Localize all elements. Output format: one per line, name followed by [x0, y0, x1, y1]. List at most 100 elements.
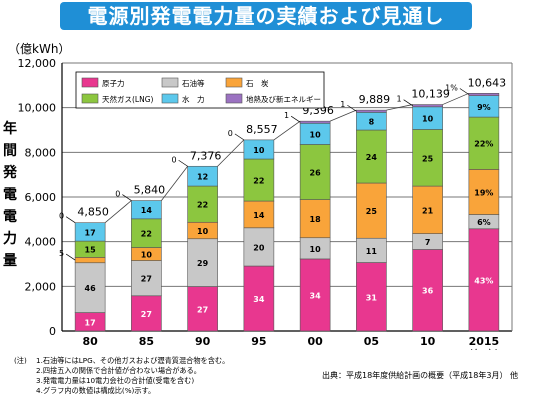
y-axis-title-char: 電: [3, 209, 17, 225]
bar-segment: [187, 165, 218, 187]
callout-leader: [122, 194, 132, 201]
bar-segment: [187, 238, 218, 287]
data-label: 22%: [474, 140, 493, 149]
callout-label: 0: [59, 212, 64, 221]
data-label: 22: [253, 177, 264, 186]
data-label: 15: [85, 246, 97, 255]
data-label: 10: [141, 251, 153, 260]
callout-label: 1%: [445, 83, 458, 92]
bar-segment: [356, 262, 387, 332]
callout-leader: [65, 216, 76, 223]
connector-line: [442, 92, 470, 105]
bar-segment: [131, 200, 162, 220]
x-tick-label: 05: [364, 335, 379, 348]
source-note: 出典：平成18年度供給計画の概要（平成18年3月） 他: [322, 371, 518, 380]
data-label: 10: [310, 130, 322, 139]
y-axis-title: 年 間 発 電 電 力 量: [2, 118, 18, 272]
chart-title: 電源別発電電力量の実績および見通し: [87, 4, 445, 28]
legend-label: 水 力: [182, 94, 205, 104]
notes-heading: (注): [14, 356, 27, 365]
y-tick-label: 2,000: [25, 280, 57, 293]
data-label: 14: [253, 211, 265, 220]
data-label: 34: [253, 295, 265, 304]
x-tick-label: 90: [195, 335, 211, 348]
callout-label: 1: [340, 100, 345, 109]
y-axis-title-char: 間: [3, 143, 17, 159]
bar-segment: [299, 258, 331, 332]
legend-label: 天然ガス(LNG): [102, 94, 154, 104]
bar-segment: [74, 262, 106, 313]
y-axis-unit: （億kWh）: [8, 42, 71, 56]
note-line: 2.四捨五入の関係で合計値が合わない場合がある。: [36, 366, 201, 375]
bar-segment: [468, 116, 500, 170]
bar-segment: [131, 295, 162, 332]
data-label: 17: [85, 318, 96, 327]
data-label: 11: [366, 247, 378, 256]
bar-segment: [468, 228, 500, 332]
data-label: 43%: [474, 276, 493, 285]
y-tick-label: 10,000: [18, 102, 57, 115]
bar-segment: [299, 199, 331, 239]
callout-leader: [290, 115, 301, 123]
x-tick-label: 80: [82, 335, 98, 348]
y-tick-label: 12,000: [18, 57, 57, 70]
bar-segment: [131, 260, 162, 297]
bar-segment: [74, 257, 106, 264]
bar-segment: [243, 158, 275, 202]
data-label: 14: [141, 206, 153, 215]
legend-label: 石油等: [182, 78, 205, 88]
data-label: 46: [85, 284, 97, 293]
data-label: 27: [141, 310, 152, 319]
bar-segment: [356, 237, 387, 263]
bar-segment: [356, 109, 387, 113]
data-label: 25: [366, 207, 378, 216]
legend-swatch: [161, 93, 179, 104]
data-label: 34: [310, 291, 322, 300]
callout-leader: [65, 253, 76, 261]
data-label: 29: [197, 259, 209, 268]
callout-label: 0: [228, 129, 233, 138]
callout-label: 5: [59, 249, 64, 258]
bar-segment: [187, 286, 218, 332]
legend-label: 石 炭: [246, 79, 269, 88]
callout-label: 0: [172, 155, 177, 164]
bar-segment: [356, 182, 387, 239]
x-tick-label: 85: [139, 335, 154, 348]
connector-line: [329, 109, 357, 122]
bar-segment: [243, 200, 275, 229]
bar-segment: [412, 249, 443, 332]
legend-swatch: [161, 77, 179, 88]
callout-label: 1: [397, 95, 402, 104]
data-label: 10: [310, 245, 322, 254]
callout-label: 0: [115, 190, 120, 199]
y-tick-label: 6,000: [25, 191, 57, 204]
bar-segment: [468, 93, 500, 96]
y-axis-title-char: 量: [3, 253, 17, 269]
callout-label: 1: [284, 111, 289, 120]
data-label: 10: [197, 227, 209, 236]
callout-leader: [347, 104, 357, 112]
total-label: 9,889: [359, 93, 391, 106]
total-label: 8,557: [246, 123, 278, 136]
title-bar: 電源別発電電力量の実績および見通し: [60, 2, 472, 30]
legend-label: 原子力: [102, 78, 125, 88]
data-label: 26: [310, 169, 322, 178]
data-label: 27: [197, 305, 208, 314]
bar-segment: [187, 185, 218, 223]
y-tick-label: 0: [49, 325, 56, 338]
legend-swatch: [81, 77, 99, 88]
total-label: 4,850: [77, 206, 109, 219]
data-label: 21: [422, 206, 434, 215]
data-label: 10: [253, 146, 265, 155]
bar-segment: [243, 139, 275, 160]
data-label: 25: [422, 154, 434, 163]
connector-line: [161, 166, 188, 201]
x-tick-label: 2015: [469, 335, 500, 348]
legend-swatch: [225, 77, 243, 88]
data-label: 8: [369, 118, 375, 127]
y-axis-title-char: 年: [3, 121, 17, 137]
legend-box: [75, 71, 325, 109]
notes: 1.石油等にはLPG、その他ガスおよび瀝青質混合物を含む。 2.四捨五入の関係で…: [36, 356, 229, 396]
